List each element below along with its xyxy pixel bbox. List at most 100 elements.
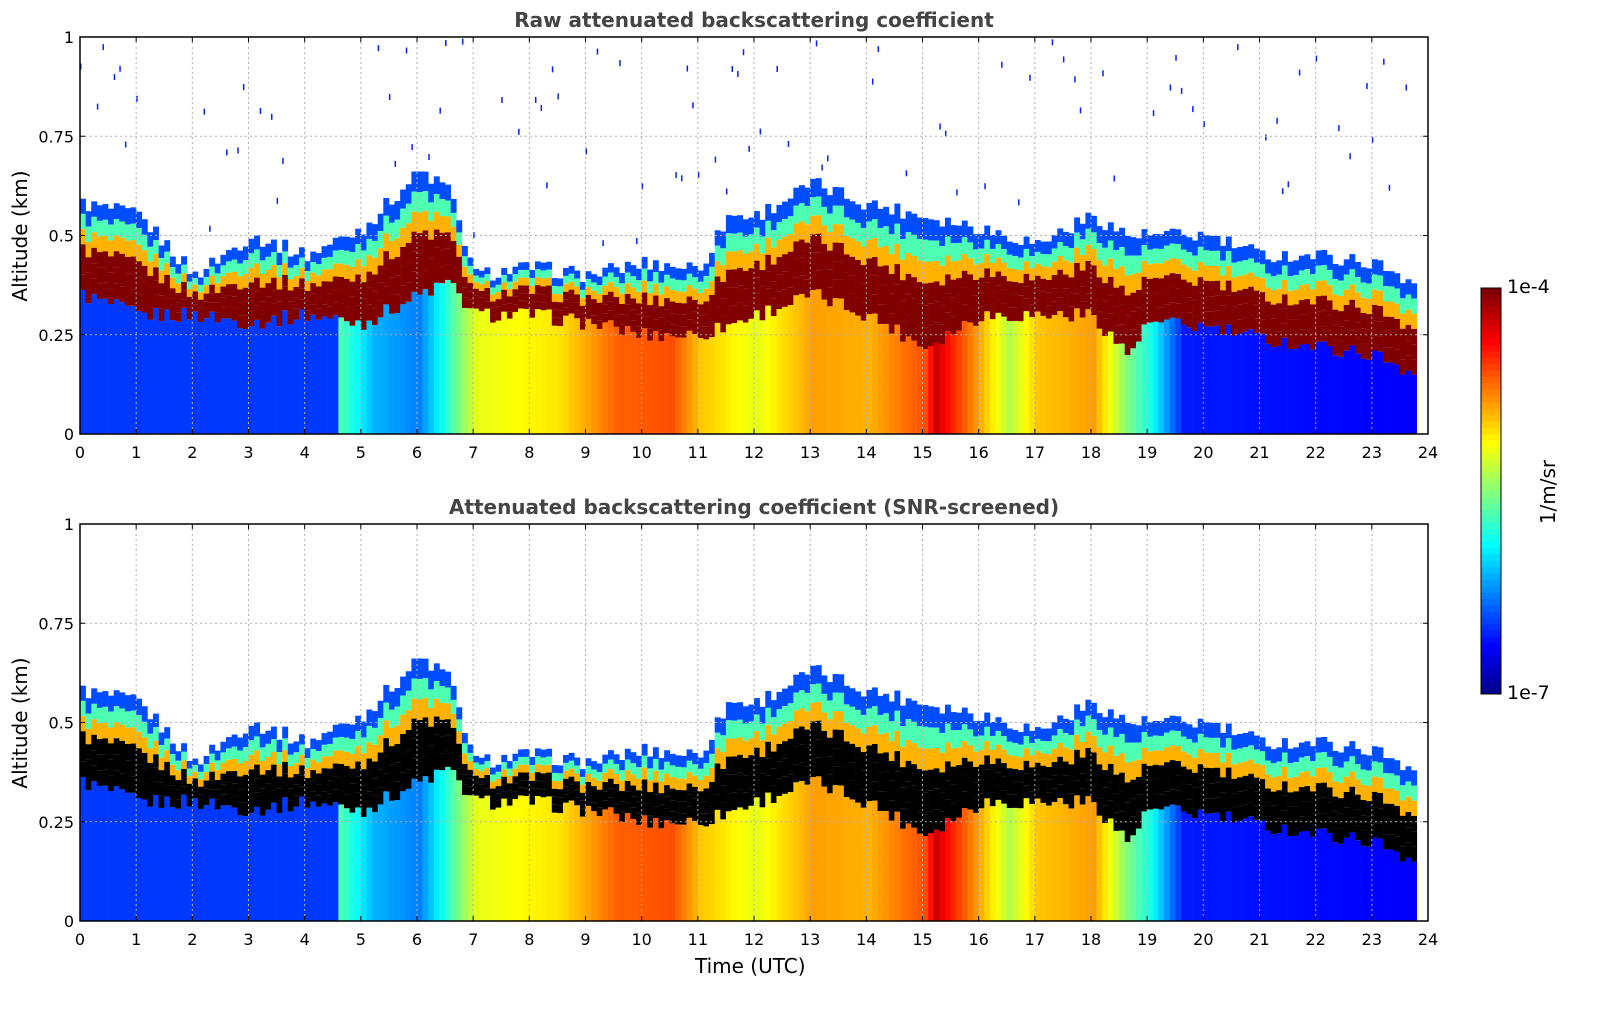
cell-layer [905,698,912,720]
cell-layer [478,270,485,278]
cell-layer [1001,763,1008,777]
cell-layer [916,239,923,261]
cell-layer [1321,280,1328,296]
cell-layer [961,237,968,255]
cell-layer [394,706,401,726]
cell-below-layer [1034,311,1041,434]
cell-below-layer [136,797,143,921]
cell-layer [1270,819,1277,835]
colorbar-swatch [1481,605,1501,613]
cell-layer [1023,735,1030,749]
cell-layer [669,301,676,314]
cell-layer [961,254,968,271]
cell-layer [905,315,912,337]
cell-layer [360,785,367,801]
cell-layer [265,757,272,771]
cell-layer [355,274,362,290]
cell-layer [1287,792,1294,807]
cell-below-layer [1388,849,1395,921]
colorbar-swatch [1481,307,1501,314]
cell-below-layer [102,298,109,434]
cell-layer [1029,292,1036,305]
cell-layer [709,739,715,754]
cell-layer [349,281,356,297]
cell-below-layer [748,805,755,921]
cell-below-layer [523,308,530,434]
cell-layer [883,713,890,733]
cell-layer [591,282,598,291]
cell-layer [315,784,322,796]
cell-layer [96,283,103,299]
cell-layer [636,314,642,327]
cell-layer [1034,275,1041,288]
x-tick-label: 17 [1025,443,1045,462]
cell-below-layer [276,813,283,921]
cell-layer [495,786,502,794]
cell-layer [1298,314,1305,330]
cell-layer [1304,786,1311,802]
cell-below-layer [602,322,609,434]
cell-layer [164,738,171,751]
cell-layer [692,299,699,312]
cell-below-layer [1242,331,1249,434]
cell-layer [523,285,530,294]
cell-layer [664,773,671,786]
cell-below-layer [692,820,699,921]
cell-layer [551,309,558,318]
cell-layer [439,702,446,720]
cell-layer [1006,781,1013,795]
cell-layer [1349,330,1356,346]
cell-layer [1208,783,1215,799]
cell-layer [1338,813,1345,829]
cell-layer [916,260,923,283]
cell-layer [877,772,884,792]
cell-layer [108,743,114,760]
cell-layer [939,733,946,753]
cell-layer [978,263,985,278]
cell-layer [332,237,339,251]
cell-layer [293,741,300,753]
cell-layer [1012,281,1019,295]
cell-layer [1074,262,1081,279]
cell-layer [551,772,558,781]
x-tick-label: 15 [912,443,932,462]
cell-layer [1164,304,1170,320]
cell-layer [686,296,693,308]
cell-layer [405,671,412,691]
cell-layer [546,764,553,773]
cell-layer [428,239,435,259]
cell-layer [276,313,283,327]
cell-below-layer [680,337,687,434]
cell-layer [1225,251,1232,266]
cell-layer [1214,265,1221,281]
cell-layer [400,246,407,267]
cell-layer [1411,785,1418,801]
cell-noise [984,183,986,190]
cell-layer [933,220,940,241]
cell-layer [383,738,390,756]
cell-layer [299,288,305,300]
cell-layer [1411,800,1418,816]
cell-below-layer [1405,857,1412,921]
cell-layer [591,786,598,795]
cell-layer [916,303,923,326]
y-tick-label: 0.25 [38,326,74,345]
cell-layer [675,291,682,303]
cell-layer [186,783,193,792]
cell-layer [1225,236,1232,252]
cell-layer [1304,771,1311,787]
cell-layer [1399,283,1406,299]
cell-layer [1276,790,1283,805]
cell-layer [315,308,322,320]
cell-noise [102,44,104,51]
cell-layer [1091,248,1097,266]
cell-layer [1214,235,1221,251]
cell-layer [1180,279,1187,295]
cell-below-layer [624,326,631,434]
cell-layer [1208,311,1215,327]
cell-layer [1354,764,1361,780]
cell-layer [754,260,760,278]
cell-layer [1225,738,1232,753]
cell-layer [1017,295,1024,309]
cell-layer [1371,259,1378,275]
